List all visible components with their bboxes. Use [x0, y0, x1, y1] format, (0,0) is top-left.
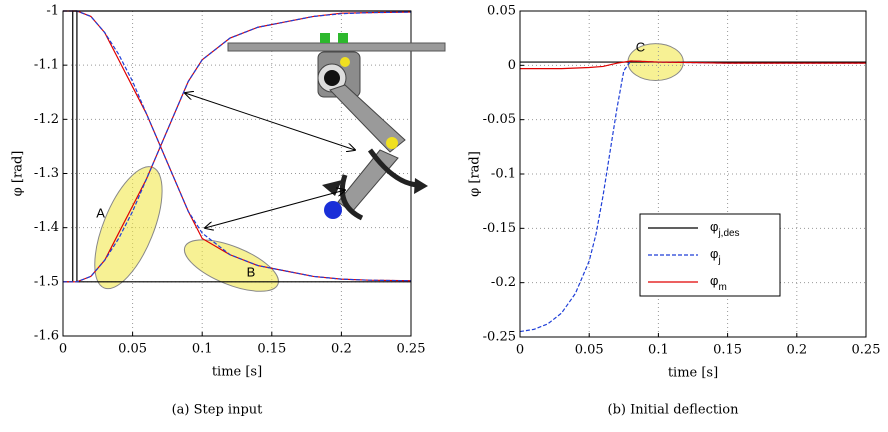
- annotation: C: [636, 39, 645, 54]
- x-tick-label: 0.2: [331, 342, 352, 357]
- legend-subscript: j,des: [717, 228, 739, 239]
- y-tick-label: -1.4: [34, 220, 59, 235]
- y-tick-label: 0.05: [487, 4, 516, 19]
- y-tick-label: -0.2: [491, 275, 516, 290]
- x-tick-label: 0.1: [648, 343, 669, 358]
- y-tick-label: -1.1: [34, 58, 59, 73]
- x-tick-label: 0.2: [786, 343, 807, 358]
- caption: (a) Step input: [172, 403, 264, 418]
- legend-name: φ: [710, 246, 718, 261]
- x-tick-label: 0.1: [192, 342, 213, 357]
- annotation: A: [96, 206, 105, 221]
- x-tick-label: 0.15: [713, 343, 742, 358]
- figure: 0 0.05 0.1 0.15 0.2 0.25 -1.6 -1.5 -1.4 -1.3 -1.2 -…: [0, 0, 888, 427]
- legend-name: φ: [710, 273, 718, 288]
- y-tick-label: -1.3: [34, 166, 59, 181]
- x-axis-label: time [s]: [668, 366, 718, 381]
- y-tick-label: -1.6: [34, 329, 59, 344]
- x-tick-label: 0: [59, 342, 67, 357]
- y-axis-label: φ [rad]: [11, 151, 26, 197]
- x-tick-label: 0.25: [397, 342, 426, 357]
- x-tick-label: 0.05: [118, 342, 147, 357]
- x-tick-label: 0.15: [257, 342, 286, 357]
- annotation: B: [247, 265, 256, 280]
- y-tick-label: -1.2: [34, 112, 59, 127]
- y-tick-label: -0.15: [483, 221, 516, 236]
- highlight-ellipse: [178, 229, 285, 302]
- y-tick-label: -1.5: [34, 274, 59, 289]
- y-tick-label: -1: [46, 4, 59, 19]
- y-tick-label: -0.1: [491, 167, 516, 182]
- x-tick-label: 0: [516, 343, 524, 358]
- legend-name: φ: [710, 219, 718, 234]
- x-tick-label: 0.05: [575, 343, 604, 358]
- x-tick-label: 0.25: [852, 343, 881, 358]
- legend-subscript: m: [718, 282, 726, 293]
- y-axis-label: φ [rad]: [468, 151, 483, 197]
- y-tick-label: -0.25: [483, 330, 516, 345]
- robot-illustration: [185, 33, 445, 228]
- y-tick-label: -0.05: [483, 112, 516, 127]
- caption: (b) Initial deflection: [608, 403, 740, 418]
- x-axis-label: time [s]: [212, 365, 262, 380]
- legend-subscript: j: [717, 255, 720, 266]
- y-tick-label: 0: [508, 58, 516, 73]
